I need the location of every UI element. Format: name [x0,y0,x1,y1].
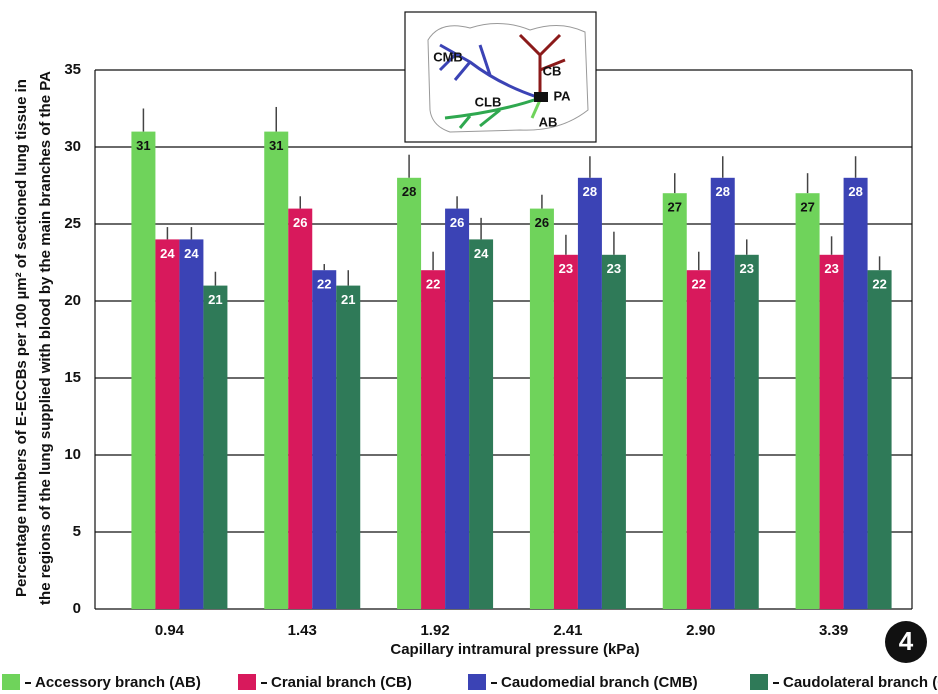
bar [155,239,179,609]
inset-label: CLB [475,94,502,109]
bar [820,255,844,609]
bar [687,270,711,609]
value-label: 28 [583,184,597,199]
value-label: 21 [208,292,222,307]
x-tick-label: 2.41 [553,622,582,639]
legend-swatch [750,674,768,690]
chart: Capillary intramural pressure (kPa) Perc… [0,0,938,694]
value-label: 28 [848,184,862,199]
value-label: 24 [160,246,175,261]
value-label: 21 [341,292,355,307]
bar [554,255,578,609]
bar [735,255,759,609]
pa-block [534,92,548,102]
bar [179,239,203,609]
value-label: 22 [317,277,331,292]
y-tick-label: 25 [64,215,81,232]
bar [131,132,155,609]
value-label: 26 [450,215,464,230]
y-tick-label: 5 [73,523,81,540]
x-tick-label: 2.90 [686,622,715,639]
bar [663,193,687,609]
value-label: 28 [402,184,416,199]
bar [421,270,445,609]
value-label: 24 [474,246,489,261]
y-tick-label: 0 [73,600,81,617]
legend-swatch [238,674,256,690]
value-label: 27 [668,200,682,215]
badge-text: 4 [899,626,914,656]
y-tick-label: 20 [64,292,81,309]
x-tick-label: 1.92 [420,622,449,639]
value-label: 24 [184,246,199,261]
bar [530,209,554,609]
value-label: 26 [535,215,549,230]
bar [844,178,868,609]
inset-label: CMB [433,49,463,64]
y-axis-label: the regions of the lung supplied with bl… [37,71,54,605]
value-label: 23 [824,261,838,276]
legend-label: Cranial branch (CB) [271,674,412,691]
legend-label: Caudolateral branch (CLB) [783,674,938,691]
y-tick-label: 35 [64,61,81,78]
bar [264,132,288,609]
y-tick-label: 30 [64,138,81,155]
x-axis-label: Capillary intramural pressure (kPa) [390,641,639,658]
legend-swatch [2,674,20,690]
y-axis-label: Percentage numbers of E-ECCBs per 100 µm… [13,79,30,597]
x-tick-label: 3.39 [819,622,848,639]
value-label: 23 [559,261,573,276]
y-tick-label: 15 [64,369,81,386]
bar [312,270,336,609]
value-label: 23 [740,261,754,276]
bar [397,178,421,609]
y-tick-label: 10 [64,446,81,463]
inset-label: PA [553,88,571,103]
value-label: 22 [426,277,440,292]
value-label: 22 [692,277,706,292]
value-label: 28 [716,184,730,199]
value-label: 26 [293,215,307,230]
bar [203,286,227,609]
inset-label: AB [539,114,558,129]
bar [578,178,602,609]
bar [336,286,360,609]
bar [445,209,469,609]
inset-label: CB [543,63,562,78]
legend-label: Accessory branch (AB) [35,674,201,691]
bar [711,178,735,609]
inset: CMB CB CLB PA AB [405,12,596,142]
x-tick-label: 0.94 [155,622,185,639]
value-label: 31 [269,138,283,153]
bar [469,239,493,609]
x-tick-label: 1.43 [288,622,317,639]
bar [868,270,892,609]
legend-swatch [468,674,486,690]
value-label: 27 [800,200,814,215]
value-label: 22 [872,277,886,292]
value-label: 23 [607,261,621,276]
value-label: 31 [136,138,150,153]
legend-label: Caudomedial branch (CMB) [501,674,698,691]
bar [602,255,626,609]
bar [796,193,820,609]
bar [288,209,312,609]
